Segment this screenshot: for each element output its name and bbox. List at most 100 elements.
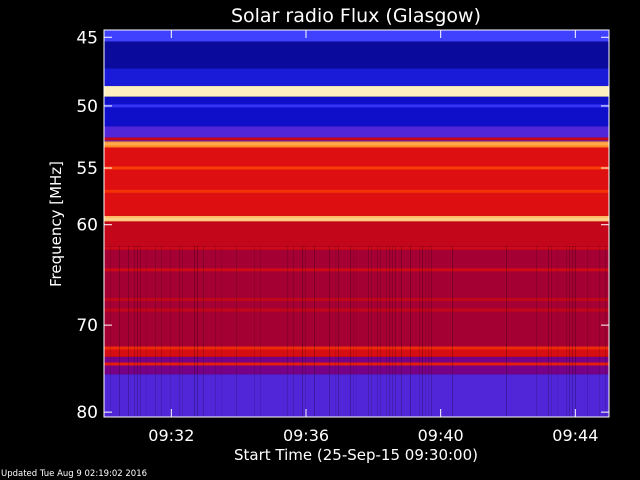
noise-streak	[203, 246, 204, 417]
noise-streak	[377, 246, 378, 417]
noise-streak	[389, 246, 390, 417]
noise-streak	[395, 246, 396, 417]
noise-streak	[548, 246, 549, 417]
noise-streak	[293, 246, 294, 417]
noise-streak	[155, 246, 156, 417]
heatmap-band	[104, 41, 609, 69]
noise-streak	[170, 246, 171, 417]
noise-streak	[119, 246, 120, 417]
x-axis: 09:32 09:36 09:40 09:44	[148, 30, 598, 445]
heatmap-band	[104, 96, 609, 127]
noise-streak	[452, 246, 453, 417]
noise-streak	[179, 246, 180, 417]
heatmap-band	[104, 30, 609, 42]
emission-line	[104, 308, 609, 312]
noise-streak	[557, 246, 558, 417]
y-tick-label: 45	[76, 28, 98, 48]
emission-line	[104, 189, 609, 193]
heatmap-band	[104, 147, 609, 216]
emission-line	[104, 362, 609, 366]
noise-streak	[569, 246, 570, 417]
noise-streak	[401, 246, 402, 417]
noise-streak	[422, 246, 423, 417]
noise-streak	[302, 246, 303, 417]
y-axis-label: Frequency [MHz]	[47, 161, 65, 287]
noise-streak	[353, 246, 354, 417]
heatmap-band	[104, 356, 609, 375]
noise-streak	[287, 246, 288, 417]
noise-streak	[221, 246, 222, 417]
noise-streak	[572, 246, 573, 417]
noise-streak	[410, 246, 411, 417]
noise-streak	[260, 246, 261, 417]
noise-streak	[194, 246, 195, 417]
noise-streak	[386, 246, 387, 417]
noise-streak	[236, 246, 237, 417]
noise-streak	[575, 246, 576, 417]
noise-streak	[110, 246, 111, 417]
chart-title: Solar radio Flux (Glasgow)	[231, 5, 481, 27]
emission-line	[104, 246, 609, 250]
noise-streak	[392, 246, 393, 417]
noise-streak	[536, 246, 537, 417]
noise-streak	[338, 246, 339, 417]
emission-line	[104, 104, 609, 108]
noise-streak	[305, 246, 306, 417]
emission-line	[104, 298, 609, 302]
noise-streak	[329, 246, 330, 417]
y-axis: 45 50 55 60 70 80	[76, 28, 609, 423]
emission-line	[104, 166, 609, 170]
noise-streak	[380, 246, 381, 417]
noise-streak	[419, 246, 420, 417]
noise-streak	[368, 246, 369, 417]
noise-streak	[551, 246, 552, 417]
heatmap	[104, 30, 609, 417]
noise-streak	[137, 246, 138, 417]
noise-streak	[197, 246, 198, 417]
noise-streak	[146, 246, 147, 417]
noise-streak	[428, 246, 429, 417]
noise-streak	[431, 246, 432, 417]
noise-streak	[161, 246, 162, 417]
noise-streak	[371, 246, 372, 417]
heatmap-band	[104, 68, 609, 87]
heatmap-band	[104, 374, 609, 417]
y-tick-label: 70	[76, 316, 98, 336]
noise-streak	[356, 246, 357, 417]
noise-streak	[350, 246, 351, 417]
noise-streak	[140, 246, 141, 417]
x-tick-label: 09:44	[552, 426, 598, 445]
emission-line	[104, 217, 609, 221]
noise-streak	[587, 246, 588, 417]
noise-streak	[128, 246, 129, 417]
noise-streak	[314, 246, 315, 417]
heatmap-band	[104, 246, 609, 348]
noise-streak	[425, 246, 426, 417]
x-tick-label: 09:36	[283, 426, 329, 445]
emission-line	[104, 137, 609, 141]
noise-streak	[599, 246, 600, 417]
noise-streak	[335, 246, 336, 417]
y-tick-label: 50	[76, 97, 98, 117]
noise-streak	[605, 246, 606, 417]
x-tick-label: 09:40	[418, 426, 464, 445]
noise-streak	[215, 246, 216, 417]
emission-line	[104, 89, 609, 93]
plot-frame	[103, 29, 610, 418]
noise-streak	[506, 246, 507, 417]
y-tick-label: 60	[76, 216, 98, 236]
emission-line	[104, 268, 609, 272]
y-tick-label: 55	[76, 159, 98, 179]
emission-line	[104, 142, 609, 146]
noise-streak	[134, 246, 135, 417]
y-tick-label: 80	[76, 403, 98, 423]
emission-line	[104, 346, 609, 350]
updated-timestamp: Updated Tue Aug 9 02:19:02 2016	[1, 469, 148, 479]
heatmap-band	[104, 347, 609, 357]
noise-streak	[182, 246, 183, 417]
noise-streak	[566, 246, 567, 417]
x-tick-label: 09:32	[148, 426, 194, 445]
noise-streak	[254, 246, 255, 417]
heatmap-band	[104, 221, 609, 247]
